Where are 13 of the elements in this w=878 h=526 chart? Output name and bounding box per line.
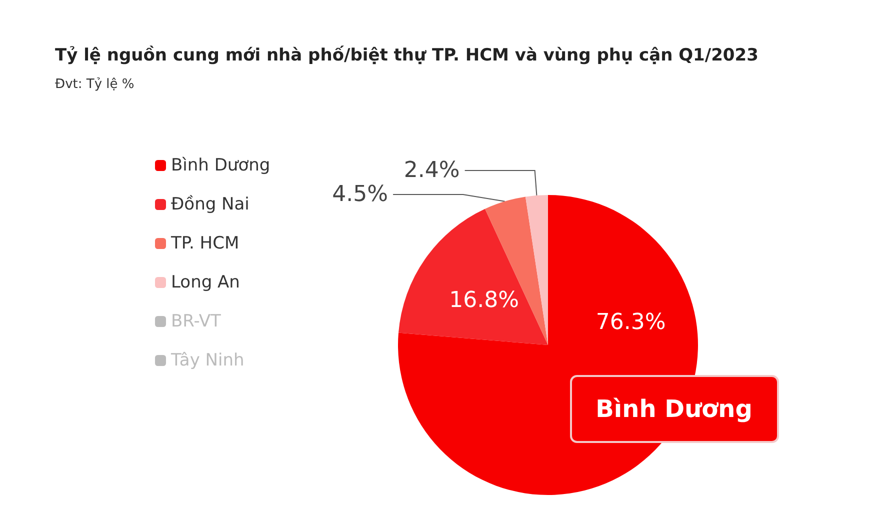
data-label: 76.3% <box>596 310 666 335</box>
legend-label: Bình Dương <box>171 156 270 176</box>
chart-title: Tỷ lệ nguồn cung mới nhà phố/biệt thự TP. HCM và vùng phụ cận Q1/2023 <box>55 46 758 66</box>
data-label: 2.4% <box>404 158 460 183</box>
legend-label: Long An <box>171 272 240 292</box>
data-label: 16.8% <box>449 288 519 313</box>
legend-label: BR-VT <box>171 312 222 332</box>
legend-label: Đồng Nai <box>171 194 250 214</box>
legend-label: TP. HCM <box>170 234 240 254</box>
legend-label: Tây Ninh <box>170 350 244 370</box>
data-label: 4.5% <box>332 182 388 207</box>
text: Bình Dương <box>596 395 752 423</box>
chart-subtitle: Đvt: Tỷ lệ % <box>55 77 134 92</box>
